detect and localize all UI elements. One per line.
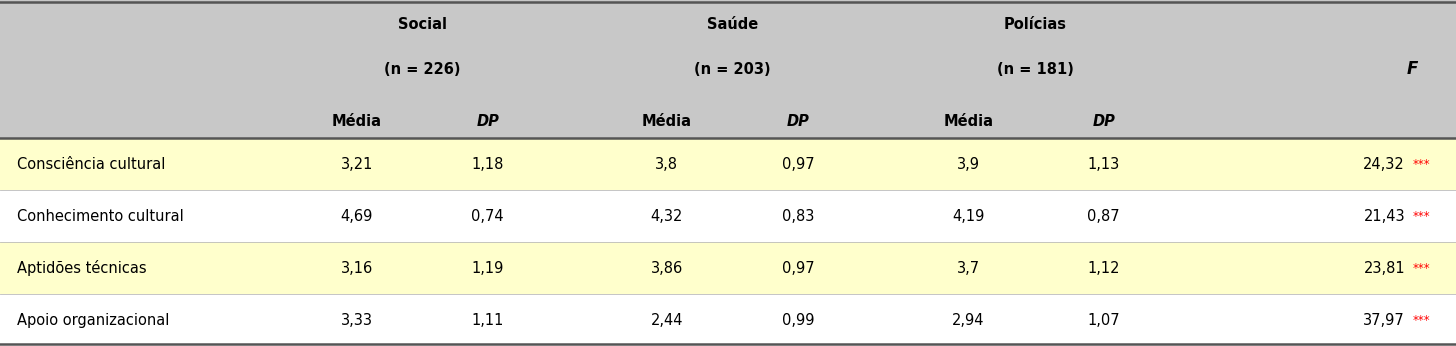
Text: 1,18: 1,18 xyxy=(472,157,504,172)
Text: 0,83: 0,83 xyxy=(782,209,814,224)
Text: Saúde: Saúde xyxy=(706,17,759,32)
Text: 3,33: 3,33 xyxy=(341,312,373,328)
Text: 3,21: 3,21 xyxy=(341,157,373,172)
Text: Social: Social xyxy=(397,17,447,32)
Text: 0,97: 0,97 xyxy=(782,261,814,276)
Text: ***: *** xyxy=(1412,158,1430,171)
Bar xyxy=(0,190,1456,242)
Bar xyxy=(0,138,1456,190)
Text: 4,32: 4,32 xyxy=(651,209,683,224)
Text: 0,97: 0,97 xyxy=(782,157,814,172)
Text: (n = 226): (n = 226) xyxy=(384,62,460,77)
Text: 3,16: 3,16 xyxy=(341,261,373,276)
Text: Conhecimento cultural: Conhecimento cultural xyxy=(17,209,185,224)
Text: 2,44: 2,44 xyxy=(651,312,683,328)
Text: 24,32: 24,32 xyxy=(1363,157,1405,172)
Text: Média: Média xyxy=(332,113,381,129)
Text: 1,07: 1,07 xyxy=(1088,312,1120,328)
Text: 2,94: 2,94 xyxy=(952,312,984,328)
Text: Apoio organizacional: Apoio organizacional xyxy=(17,312,170,328)
Text: 23,81: 23,81 xyxy=(1363,261,1405,276)
Text: ***: *** xyxy=(1412,313,1430,327)
Text: 3,86: 3,86 xyxy=(651,261,683,276)
Text: (n = 181): (n = 181) xyxy=(997,62,1073,77)
Text: Aptidões técnicas: Aptidões técnicas xyxy=(17,260,147,276)
Text: 1,19: 1,19 xyxy=(472,261,504,276)
Text: 0,99: 0,99 xyxy=(782,312,814,328)
Text: 1,13: 1,13 xyxy=(1088,157,1120,172)
Bar xyxy=(0,294,1456,346)
Text: 1,12: 1,12 xyxy=(1088,261,1120,276)
Text: 1,11: 1,11 xyxy=(472,312,504,328)
Text: DP: DP xyxy=(1092,113,1115,129)
Text: (n = 203): (n = 203) xyxy=(695,62,770,77)
Text: 3,8: 3,8 xyxy=(655,157,678,172)
Text: 3,7: 3,7 xyxy=(957,261,980,276)
Text: 4,69: 4,69 xyxy=(341,209,373,224)
Text: ***: *** xyxy=(1412,262,1430,275)
Text: F: F xyxy=(1406,60,1418,78)
Text: DP: DP xyxy=(476,113,499,129)
Text: DP: DP xyxy=(786,113,810,129)
Text: Média: Média xyxy=(642,113,692,129)
Text: ***: *** xyxy=(1412,210,1430,223)
Text: 21,43: 21,43 xyxy=(1363,209,1405,224)
Text: Média: Média xyxy=(943,113,993,129)
Text: Polícias: Polícias xyxy=(1003,17,1067,32)
Text: 3,9: 3,9 xyxy=(957,157,980,172)
Text: 0,87: 0,87 xyxy=(1088,209,1120,224)
Text: Consciência cultural: Consciência cultural xyxy=(17,157,166,172)
Bar xyxy=(0,242,1456,294)
Text: 4,19: 4,19 xyxy=(952,209,984,224)
Bar xyxy=(0,0,1456,138)
Text: 37,97: 37,97 xyxy=(1363,312,1405,328)
Text: 0,74: 0,74 xyxy=(472,209,504,224)
